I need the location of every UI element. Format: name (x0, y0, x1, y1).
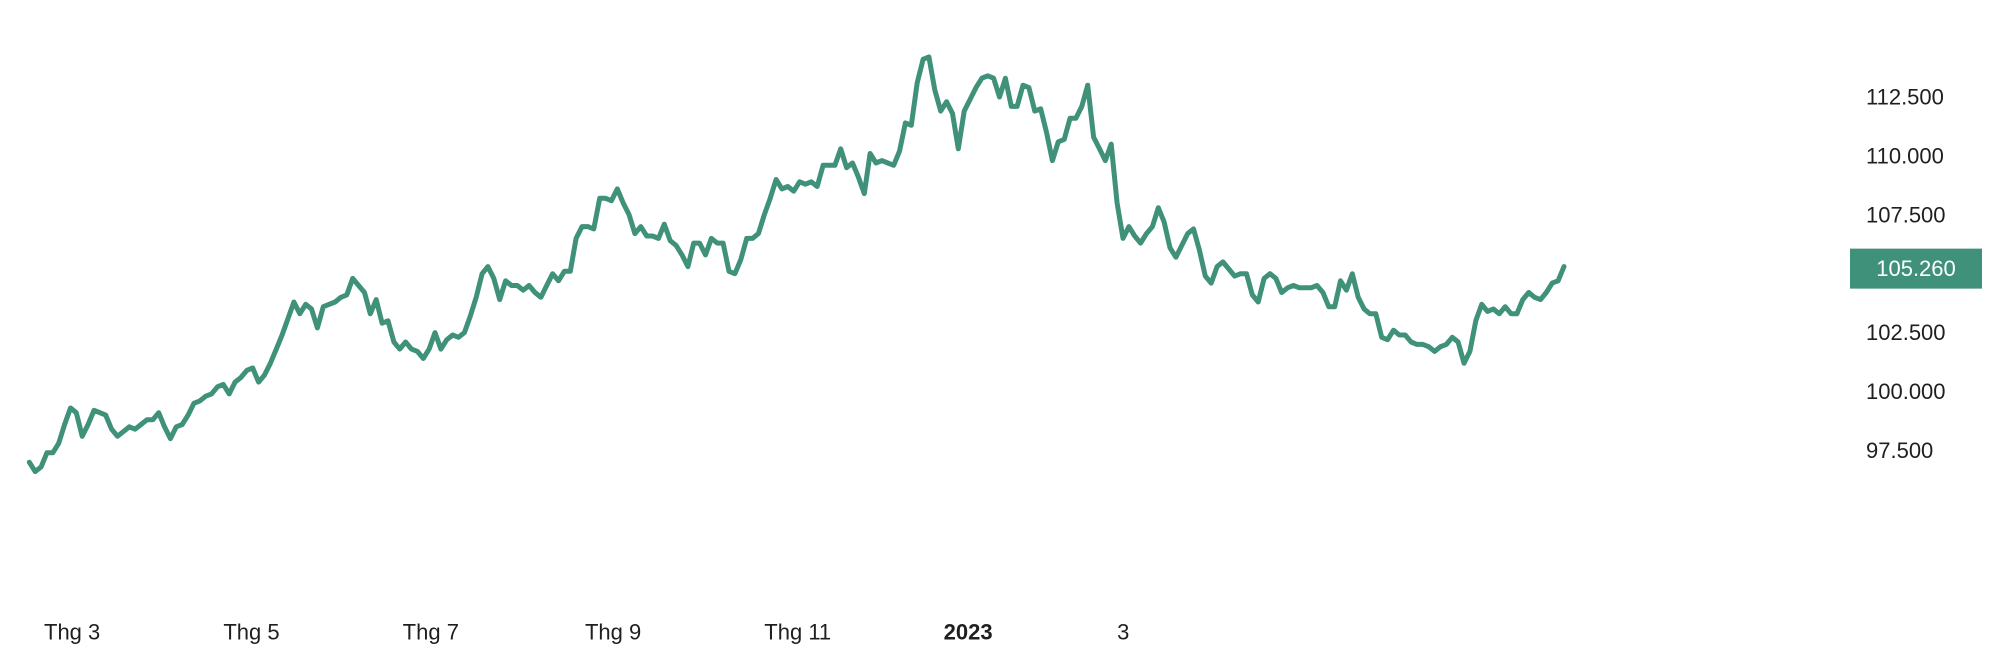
x-tick-label: 2023 (944, 620, 993, 645)
x-tick-label: 3 (1117, 620, 1129, 645)
x-tick-label: Thg 3 (44, 620, 100, 645)
y-tick-label: 100.000 (1866, 379, 1946, 404)
y-axis: 112.500 110.000 107.500 102.500 100.000 97.50… (1866, 85, 1946, 463)
y-tick-label: 110.000 (1866, 143, 1944, 168)
x-tick-label: Thg 5 (223, 620, 279, 645)
x-tick-label: Thg 11 (764, 620, 831, 645)
y-tick-label: 97.500 (1866, 438, 1933, 463)
last-value-label: 105.260 (1876, 256, 1956, 281)
y-tick-label: 102.500 (1866, 320, 1946, 345)
y-tick-label: 112.500 (1866, 85, 1944, 110)
last-value-marker: 105.260 (1850, 248, 1982, 289)
x-axis: Thg 3 Thg 5 Thg 7 Thg 9 Thg 11 2023 3 (44, 620, 1129, 645)
y-tick-label: 107.500 (1866, 202, 1946, 227)
x-tick-label: Thg 9 (585, 620, 641, 645)
x-tick-label: Thg 7 (403, 620, 459, 645)
last-value-badge (1850, 248, 1982, 289)
series-line (26, 54, 1567, 475)
